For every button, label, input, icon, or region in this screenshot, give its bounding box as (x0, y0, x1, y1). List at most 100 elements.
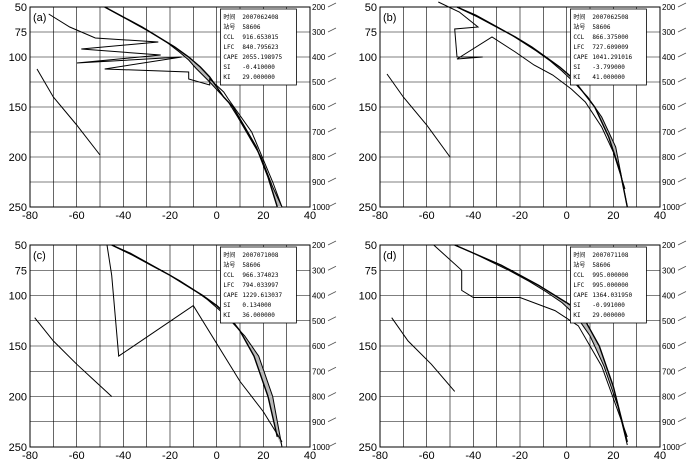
x-tick-label: 40 (654, 450, 666, 462)
pressure-tick-label: 900 (662, 178, 676, 187)
wind-barb-mark (327, 202, 337, 208)
pressure-tick-label: 600 (662, 342, 676, 351)
y-tick-label: 150 (9, 102, 27, 114)
series-line-4 (391, 317, 456, 392)
y-tick-label: 200 (9, 152, 27, 164)
wind-barb-mark (327, 52, 337, 58)
pressure-tick-label: 800 (662, 153, 676, 162)
wind-barb-mark (677, 202, 687, 208)
info-label: 时间 (573, 251, 585, 259)
pressure-tick-label: 900 (662, 418, 676, 427)
info-value: 0.134000 (242, 302, 271, 309)
y-tick-label: 250 (9, 442, 27, 454)
x-tick-label: -80 (22, 210, 38, 222)
info-label: 时间 (573, 13, 585, 21)
wind-barb-mark (677, 265, 687, 271)
x-tick-label: -40 (115, 210, 131, 222)
wind-barb-mark (327, 77, 337, 83)
info-value: 1041.291016 (592, 54, 632, 61)
pressure-tick-label: 700 (662, 367, 676, 376)
y-tick-label: 150 (359, 341, 377, 353)
info-label: CCL (223, 272, 234, 279)
info-label: 站号 (223, 23, 235, 31)
wind-barb-mark (327, 152, 337, 158)
y-tick-label: 75 (15, 265, 27, 277)
y-tick-label: 200 (359, 152, 377, 164)
info-value: 2007062408 (242, 14, 279, 21)
y-tick-label: 150 (359, 102, 377, 114)
wind-barb-mark (327, 265, 337, 271)
info-label: 站号 (573, 261, 585, 269)
pressure-tick-label: 200 (662, 3, 676, 12)
info-label: LFC (223, 282, 234, 289)
wind-barb-mark (677, 152, 687, 158)
plot-frame (29, 6, 311, 208)
wind-barb-mark (327, 240, 337, 246)
x-tick-label: 20 (257, 210, 269, 222)
x-tick-label: -60 (69, 210, 85, 222)
x-tick-label: -40 (115, 450, 131, 462)
y-tick-label: 75 (365, 265, 377, 277)
y-tick-label: 250 (359, 202, 377, 214)
y-tick-label: 75 (365, 27, 377, 39)
info-value: 995.000000 (592, 282, 629, 289)
pressure-tick-label: 1000 (312, 443, 330, 452)
info-value: 58606 (242, 262, 260, 269)
pressure-tick-label: 300 (312, 266, 326, 275)
y-tick-label: 250 (359, 442, 377, 454)
info-label: SI (573, 64, 581, 71)
wind-barb-mark (677, 52, 687, 58)
y-tick-label: 50 (15, 2, 27, 14)
wind-barb-mark (327, 27, 337, 33)
x-tick-label: -80 (22, 450, 38, 462)
info-value: 2007071108 (592, 252, 629, 259)
info-value: 58606 (592, 262, 610, 269)
panel-label: (c) (33, 250, 46, 262)
y-tick-label: 100 (359, 291, 377, 303)
info-label: 时间 (223, 251, 235, 259)
y-tick-label: 150 (9, 341, 27, 353)
series-line-3 (48, 13, 283, 208)
series-line-2 (456, 6, 628, 208)
x-tick-label: 20 (257, 450, 269, 462)
info-box (570, 8, 647, 86)
info-value: 41.000000 (592, 74, 625, 81)
pressure-tick-label: 400 (662, 53, 676, 62)
pressure-tick-label: 700 (312, 367, 326, 376)
x-tick-label: 20 (607, 450, 619, 462)
wind-barb-mark (677, 102, 687, 108)
x-tick-label: 40 (304, 450, 316, 462)
x-tick-label: 40 (654, 210, 666, 222)
info-label: KI (223, 74, 231, 81)
info-value: 58606 (592, 24, 610, 31)
info-value: -3.799000 (592, 64, 625, 71)
info-value: 2007062508 (592, 14, 629, 21)
wind-barb-mark (327, 102, 337, 108)
y-tick-label: 75 (15, 27, 27, 39)
y-tick-label: 50 (365, 240, 377, 252)
x-tick-label: -80 (372, 450, 388, 462)
y-tick-label: 100 (359, 52, 377, 64)
x-tick-label: -20 (512, 210, 528, 222)
wind-barb-mark (677, 392, 687, 397)
info-value: 2055.198975 (242, 54, 282, 61)
info-value: 995.000000 (592, 272, 629, 279)
info-label: 站号 (223, 261, 235, 269)
info-label: 站号 (573, 23, 585, 31)
x-tick-label: -40 (465, 210, 481, 222)
wind-barb-mark (677, 27, 687, 33)
wind-barb-mark (677, 417, 687, 423)
pressure-tick-label: 700 (312, 128, 326, 137)
pressure-tick-label: 900 (312, 418, 326, 427)
info-label: SI (223, 302, 231, 309)
info-label: KI (573, 74, 581, 81)
x-tick-label: -60 (419, 450, 435, 462)
info-label: LFC (223, 44, 234, 51)
pressure-tick-label: 400 (312, 53, 326, 62)
wind-barb-mark (327, 2, 337, 8)
wind-barb-mark (677, 316, 687, 322)
